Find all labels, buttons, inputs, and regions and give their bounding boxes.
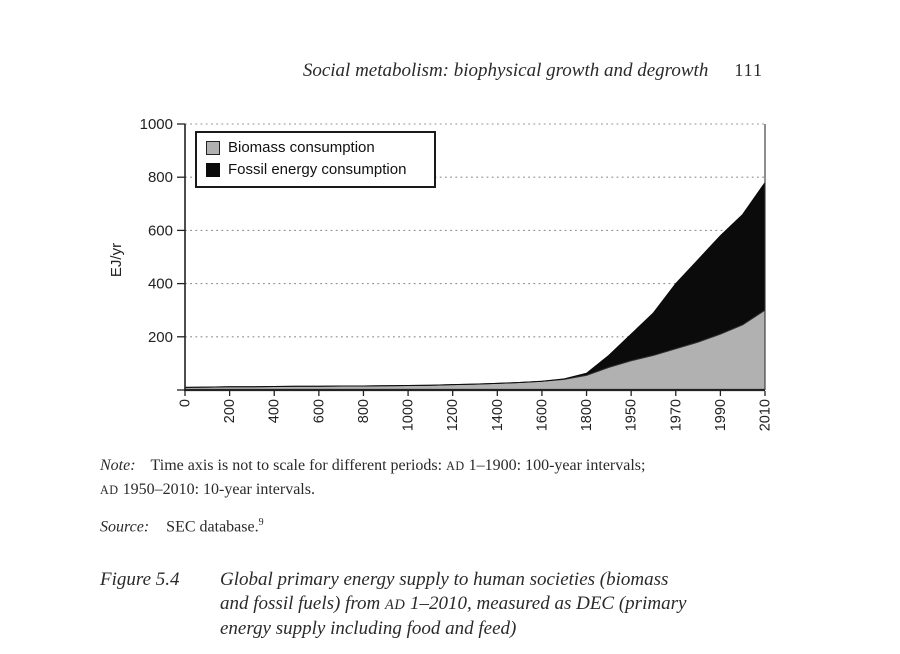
x-tick-label: 1000 bbox=[401, 399, 417, 431]
biomass-swatch-icon bbox=[206, 141, 220, 155]
x-tick-label: 1970 bbox=[668, 399, 684, 431]
legend-label-biomass: Biomass consumption bbox=[228, 139, 375, 156]
source-label: Source: bbox=[100, 518, 150, 536]
figure-note: Note: Time axis is not to scale for diffe… bbox=[100, 454, 768, 502]
x-tick-label: 600 bbox=[311, 399, 327, 423]
y-tick-label: 800 bbox=[148, 169, 173, 186]
source-footnote-ref: 9 bbox=[258, 517, 264, 528]
caption-label: Figure 5.4 bbox=[100, 569, 180, 590]
note-line-1: Note: Time axis is not to scale for diffe… bbox=[100, 454, 768, 478]
figure-chart: 200 400 600 800 1000 0 200 400 600 800 1000 1200 140… bbox=[95, 110, 795, 455]
caption-body: Global primary energy supply to human so… bbox=[220, 568, 765, 641]
y-tick-label: 600 bbox=[148, 222, 173, 239]
note-ad-1: AD bbox=[446, 459, 465, 473]
legend-label-fossil: Fossil energy consumption bbox=[228, 161, 407, 178]
figure-caption: Figure 5.4 Global primary energy supply … bbox=[100, 568, 765, 641]
note-label: Note: bbox=[100, 457, 136, 474]
caption-line-1: Global primary energy supply to human so… bbox=[220, 569, 669, 590]
chart-legend: Biomass consumption Fossil energy consum… bbox=[195, 131, 436, 188]
fossil-swatch-icon bbox=[206, 163, 220, 177]
caption-line-3: energy supply including food and feed) bbox=[220, 618, 517, 639]
header-title: Social metabolism: biophysical growth an… bbox=[302, 60, 709, 81]
y-tick-label: 1000 bbox=[140, 116, 173, 133]
figure-source: Source: SEC database.9 bbox=[100, 517, 264, 536]
area-biomass bbox=[185, 310, 765, 390]
note-text-2: 1950–2010: 10-year intervals. bbox=[118, 481, 315, 498]
legend-item-fossil: Fossil energy consumption bbox=[206, 161, 426, 179]
x-tick-label: 200 bbox=[222, 399, 238, 423]
note-ad-2: AD bbox=[100, 483, 119, 497]
stacked-area-chart: 200 400 600 800 1000 0 200 400 600 800 1000 1200 140… bbox=[108, 116, 774, 431]
fossil-top-edge bbox=[184, 182, 766, 388]
y-axis-title: EJ/yr bbox=[108, 243, 125, 277]
caption-text-2b: 1–2010, measured as DEC (primary bbox=[405, 593, 687, 614]
page-number: 111 bbox=[734, 60, 763, 80]
x-tick-label: 800 bbox=[356, 399, 372, 423]
x-tick-label: 1990 bbox=[713, 399, 729, 431]
x-tick-label: 1950 bbox=[624, 399, 640, 431]
caption-ad: AD bbox=[385, 597, 406, 613]
note-text-1b: 1–1900: 100-year intervals; bbox=[464, 457, 646, 474]
x-tick-label: 2010 bbox=[758, 399, 774, 431]
y-tick-label: 200 bbox=[148, 329, 173, 346]
x-tick-label: 400 bbox=[267, 399, 283, 423]
running-header: Social metabolism: biophysical growth an… bbox=[0, 60, 763, 82]
x-tick-label: 0 bbox=[178, 399, 194, 407]
source-text: SEC database. bbox=[166, 518, 259, 536]
legend-item-biomass: Biomass consumption bbox=[206, 139, 426, 157]
caption-line-2: and fossil fuels) from AD 1–2010, measur… bbox=[220, 592, 765, 617]
x-tick-label: 1400 bbox=[490, 399, 506, 431]
note-line-2: AD 1950–2010: 10-year intervals. bbox=[100, 478, 768, 502]
note-text-1a: Time axis is not to scale for different … bbox=[150, 457, 447, 474]
y-tick-label: 400 bbox=[148, 276, 173, 293]
x-tick-label: 1200 bbox=[445, 399, 461, 431]
x-tick-label: 1800 bbox=[579, 399, 595, 431]
x-tick-label: 1600 bbox=[534, 399, 550, 431]
caption-text-2a: and fossil fuels) from bbox=[220, 593, 386, 614]
